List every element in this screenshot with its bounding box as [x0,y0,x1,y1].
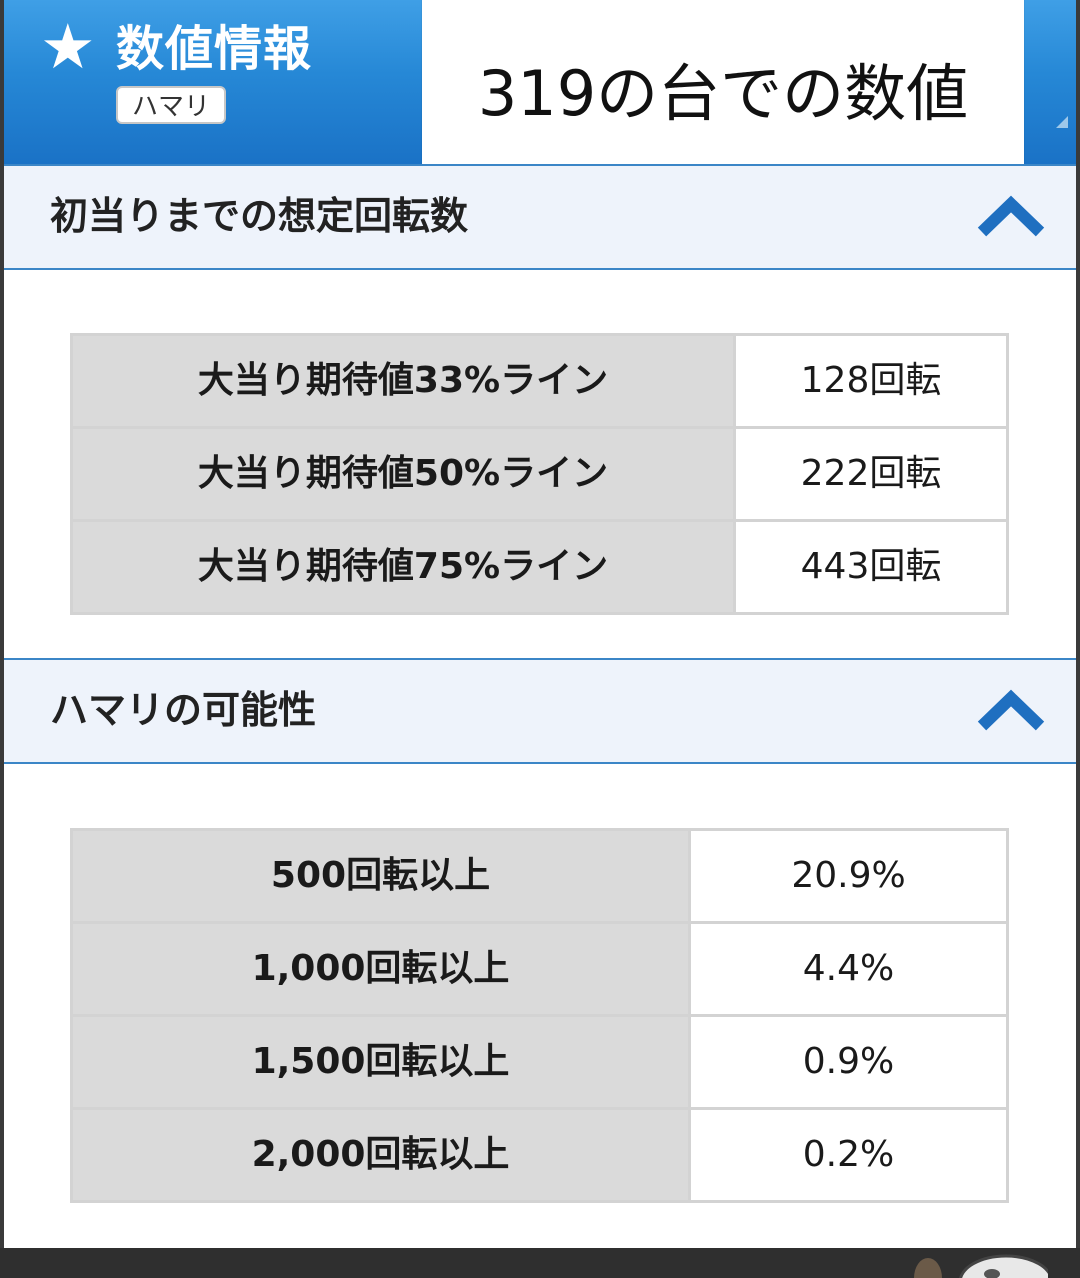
row-value: 222回転 [733,426,1009,522]
spins-table: 大当り期待値33%ライン 128回転 大当り期待値50%ライン 222回転 大当… [70,333,1009,615]
row-label: 1,000回転以上 [70,921,691,1017]
section-title-spins: 初当りまでの想定回転数 [50,194,469,238]
row-value: 443回転 [733,519,1009,615]
row-label: 500回転以上 [70,828,691,924]
table-row: 1,500回転以上 0.9% [70,1014,1009,1110]
row-value: 128回転 [733,333,1009,429]
section-header-spins[interactable]: 初当りまでの想定回転数 [4,164,1076,270]
row-value: 0.2% [688,1107,1009,1203]
table-row: 1,000回転以上 4.4% [70,921,1009,1017]
chevron-up-icon[interactable] [976,686,1046,734]
chevron-up-icon[interactable] [976,192,1046,240]
row-label: 大当り期待値50%ライン [70,426,736,522]
section-title-hamari: ハマリの可能性 [50,688,317,732]
overlay-caption-text: 319の台での数値 [477,57,969,130]
mascot-icon [914,1254,1048,1278]
resize-grip-icon [1056,116,1068,128]
row-label: 大当り期待値75%ライン [70,519,736,615]
table-row: 大当り期待値50%ライン 222回転 [70,426,1009,522]
table-row: 500回転以上 20.9% [70,828,1009,924]
overlay-caption: 319の台での数値 [422,0,1024,188]
row-value: 4.4% [688,921,1009,1017]
table-row: 2,000回転以上 0.2% [70,1107,1009,1203]
table-row: 大当り期待値33%ライン 128回転 [70,333,1009,429]
row-label: 大当り期待値33%ライン [70,333,736,429]
row-label: 1,500回転以上 [70,1014,691,1110]
table-row: 大当り期待値75%ライン 443回転 [70,519,1009,615]
row-label: 2,000回転以上 [70,1107,691,1203]
page-title: 数値情報 [116,21,313,77]
row-value: 20.9% [688,828,1009,924]
category-badge[interactable]: ハマリ [116,86,226,124]
bottom-bar [0,1248,1080,1278]
star-icon: ★ [40,10,96,83]
row-value: 0.9% [688,1014,1009,1110]
hamari-table: 500回転以上 20.9% 1,000回転以上 4.4% 1,500回転以上 0… [70,828,1009,1203]
section-header-hamari[interactable]: ハマリの可能性 [4,658,1076,764]
